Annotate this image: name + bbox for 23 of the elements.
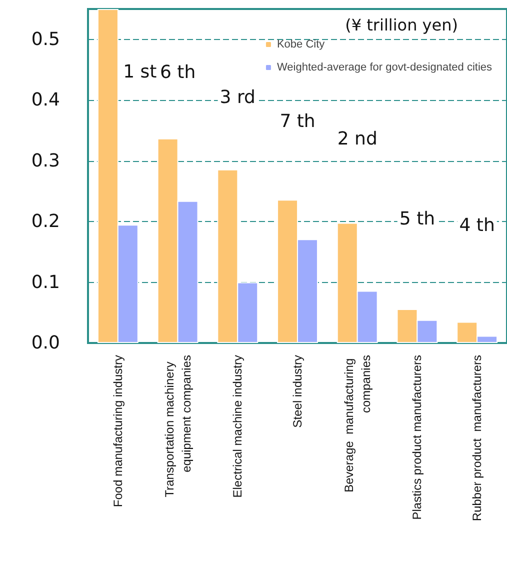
x-tick-label: Steel industry — [290, 355, 304, 428]
x-tick-label: Electrical machine industry — [230, 355, 245, 498]
x-tick-label: Transportation machinery equipment companies — [162, 355, 194, 498]
x-tick-label: Beverage manufacturing companies — [342, 355, 373, 492]
y-tick-label: 0.4 — [31, 90, 60, 111]
y-tick-label: 0.1 — [31, 272, 60, 293]
x-tick-label: Food manufacturing industry — [110, 355, 125, 508]
annotation: 7 th — [280, 111, 316, 132]
y-tick-label: 0.5 — [31, 28, 60, 50]
y-tick-label: 0.2 — [31, 211, 60, 232]
annotation: 2 nd — [337, 128, 378, 150]
annotation: 4 th — [459, 215, 495, 236]
x-tick-label: Rubber product manufacturers — [470, 355, 484, 522]
annotation: 3 rd — [220, 86, 256, 108]
legend-label: Weighted-average for govt-designated cities — [276, 62, 492, 74]
annotation: 5 th — [399, 208, 436, 230]
x-tick-label: Plastics product manufacturers — [410, 355, 424, 520]
annotation: 1 st — [123, 62, 157, 82]
annotation: 6 th — [160, 62, 196, 83]
y-tick-label: 0.3 — [31, 150, 60, 172]
y-axis-title: (¥ trillion yen) — [345, 16, 458, 34]
y-tick-label: 0.0 — [31, 332, 60, 354]
legend-label: Kobe City — [276, 38, 326, 50]
